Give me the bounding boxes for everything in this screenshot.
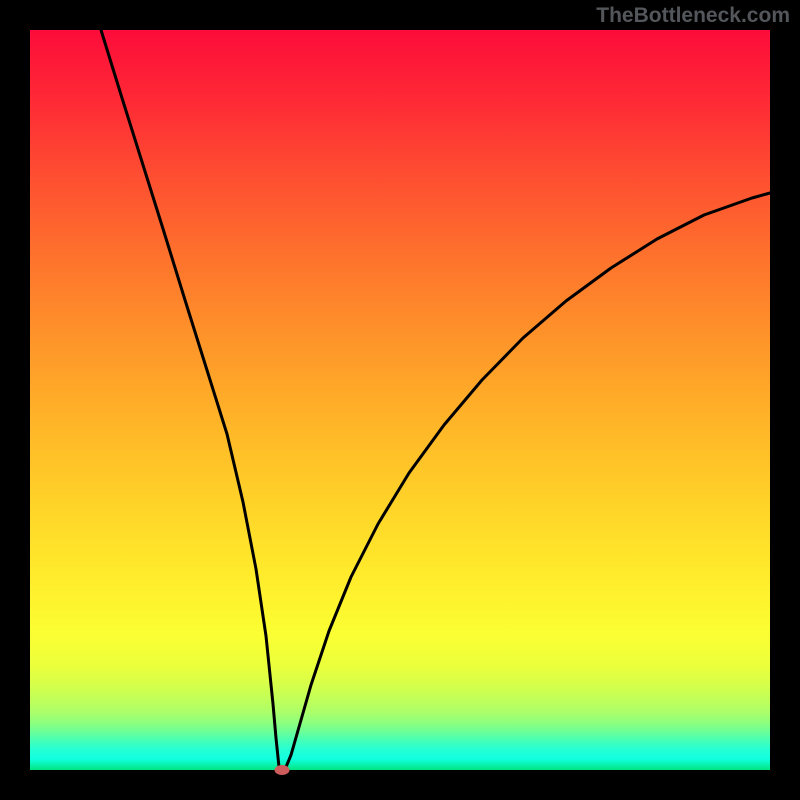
curve-path [101,30,770,770]
watermark-text: TheBottleneck.com [596,4,790,28]
bottleneck-curve [30,30,770,770]
plot-area [30,30,770,770]
minimum-marker [275,765,290,775]
